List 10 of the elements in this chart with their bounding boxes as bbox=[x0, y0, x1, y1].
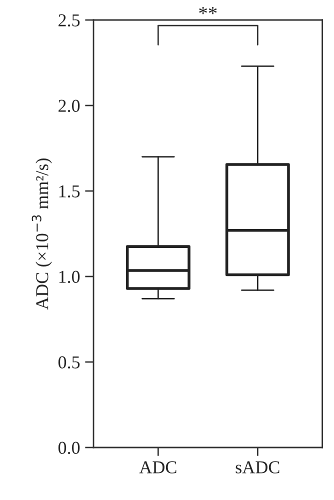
y-tick-label: 0.5 bbox=[58, 356, 80, 369]
text: ** bbox=[199, 6, 217, 14]
x-tick-label: sADC bbox=[236, 461, 280, 474]
y-tick-label: 2.0 bbox=[58, 100, 80, 112]
y-axis-title: ADC (×10$^{−3}$ mm²/s) bbox=[32, 158, 52, 310]
y-tick-label: 1.0 bbox=[59, 270, 80, 284]
x-tick-label: ADC bbox=[139, 461, 176, 474]
y-tick-label: 0.0 bbox=[58, 442, 80, 454]
y-tick-label: 2.5 bbox=[58, 14, 80, 27]
y-tick-label: 1.5 bbox=[59, 185, 80, 198]
